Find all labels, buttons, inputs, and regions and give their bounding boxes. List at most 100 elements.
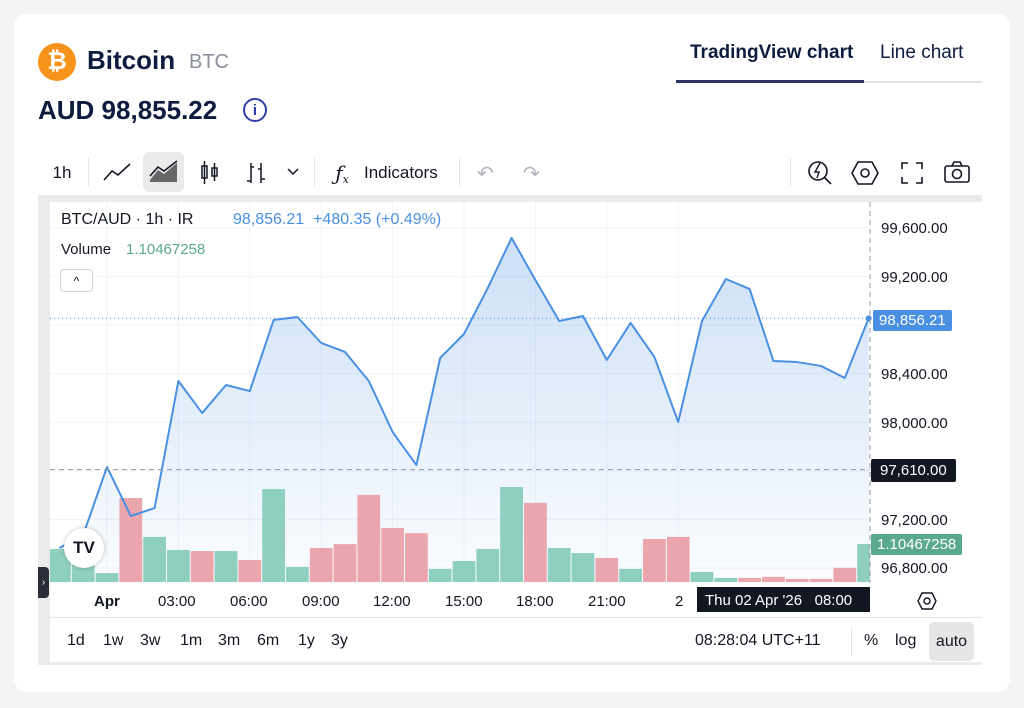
- range-3y[interactable]: 3y: [331, 632, 348, 649]
- volume-bar: [357, 494, 381, 582]
- undo-icon[interactable]: ↶: [477, 162, 494, 185]
- indicators-button[interactable]: Indicators: [364, 163, 438, 182]
- interval-button[interactable]: 1h: [52, 163, 72, 182]
- info-icon[interactable]: i: [243, 98, 267, 122]
- tradingview-logo-icon[interactable]: TV: [64, 528, 104, 568]
- legend-symbol: BTC/AUD · 1h · IR: [61, 211, 194, 228]
- coin-price: AUD 98,855.22: [38, 95, 218, 125]
- range-1d[interactable]: 1d: [67, 632, 85, 649]
- volume-bar: [119, 498, 143, 582]
- volume-bar: [833, 567, 857, 582]
- price-tick: 99,600.00: [881, 220, 948, 237]
- redo-icon[interactable]: ↷: [523, 162, 540, 185]
- volume-bar: [143, 536, 166, 582]
- range-1m[interactable]: 1m: [180, 632, 203, 649]
- volume-value-label: 1.10467258: [871, 534, 963, 555]
- clock: 08:28:04 UTC+11: [695, 632, 821, 649]
- bars-icon[interactable]: [244, 159, 268, 187]
- legend-change: +480.35 (+0.49%): [313, 211, 442, 228]
- time-tick: 21:00: [588, 593, 626, 610]
- volume-bar: [476, 548, 500, 582]
- legend-price: 98,856.21 +480.35 (+0.49%): [233, 211, 441, 229]
- toggle-sidebar-handle[interactable]: ›: [38, 567, 49, 598]
- volume-bar: [95, 573, 119, 582]
- toolbar-divider: [314, 158, 315, 186]
- quick-search-icon[interactable]: [806, 159, 834, 187]
- volume-bar: [167, 549, 190, 582]
- tab-tradingview-chart[interactable]: TradingView chart: [690, 42, 854, 63]
- range-1y[interactable]: 1y: [298, 632, 315, 649]
- legend-last-value: 98,856.21: [233, 211, 305, 228]
- volume-bar: [214, 551, 238, 582]
- toolbar-divider: [88, 158, 89, 186]
- crosshair-time-label: Thu 02 Apr '26 08:00: [697, 587, 870, 612]
- area-chart-icon[interactable]: [148, 160, 180, 184]
- volume-bar: [428, 568, 452, 582]
- volume-bar: [500, 487, 523, 582]
- volume-bar: [690, 572, 714, 582]
- time-tick: 2: [675, 593, 684, 610]
- percent-scale-toggle[interactable]: %: [864, 632, 879, 649]
- last-price-label: 98,856.21: [873, 310, 952, 331]
- volume-bar: [381, 527, 404, 582]
- range-1w[interactable]: 1w: [103, 632, 124, 649]
- price-area-fill: [50, 237, 870, 583]
- crosshair-price-label: 97,610.00: [871, 459, 956, 482]
- fullscreen-icon[interactable]: [900, 161, 924, 185]
- volume-bar: [309, 547, 333, 582]
- volume-bar: [524, 502, 547, 582]
- price-tick: 99,200.00: [881, 269, 948, 286]
- collapse-legend-button[interactable]: ^: [60, 269, 93, 292]
- time-tick: Apr: [94, 593, 120, 610]
- candles-icon[interactable]: [198, 159, 222, 187]
- auto-scale-toggle[interactable]: auto: [929, 622, 974, 661]
- time-tick: 03:00: [158, 593, 196, 610]
- volume-bar: [714, 577, 738, 582]
- active-tool-bg: [143, 152, 184, 192]
- bottom-bar-divider: [851, 628, 852, 656]
- coin-symbol: BTC: [189, 51, 229, 73]
- time-tick: 12:00: [373, 593, 411, 610]
- volume-bar: [738, 577, 761, 582]
- volume-bar: [809, 578, 833, 582]
- time-tick: 18:00: [516, 593, 554, 610]
- settings-icon[interactable]: [851, 160, 879, 186]
- volume-bar: [857, 543, 870, 582]
- volume-bar: [238, 559, 262, 582]
- legend-volume-label: Volume: [61, 241, 112, 258]
- tab-line-chart[interactable]: Line chart: [880, 42, 964, 63]
- axis-settings-icon[interactable]: [917, 591, 937, 611]
- volume-bar: [333, 544, 357, 582]
- log-scale-toggle[interactable]: log: [895, 632, 917, 649]
- bitcoin-logo-icon: ₿: [38, 43, 76, 81]
- volume-bar: [190, 551, 214, 582]
- range-3w[interactable]: 3w: [140, 632, 161, 649]
- range-6m[interactable]: 6m: [257, 632, 280, 649]
- time-tick: 09:00: [302, 593, 340, 610]
- volume-bar: [666, 536, 690, 582]
- price-tick: 96,800.00: [881, 560, 948, 577]
- volume-bar: [262, 489, 285, 582]
- time-tick: 06:00: [230, 593, 268, 610]
- toolbar-divider: [459, 158, 460, 186]
- volume-bar: [619, 568, 642, 582]
- volume-bar: [571, 553, 595, 582]
- camera-icon[interactable]: [943, 160, 971, 184]
- price-line: [58, 236, 870, 549]
- volume-bar: [643, 538, 666, 582]
- volume-bar: [762, 576, 785, 582]
- line-chart-icon[interactable]: [102, 160, 132, 184]
- price-tick: 98,000.00: [881, 415, 948, 432]
- toolbar-divider: [790, 158, 791, 186]
- range-3m[interactable]: 3m: [218, 632, 241, 649]
- active-tab-underline: [676, 80, 864, 83]
- coin-name: Bitcoin: [87, 45, 176, 75]
- volume-bar: [595, 557, 619, 582]
- volume-bar: [452, 561, 476, 582]
- bottom-divider: [50, 617, 982, 618]
- volume-bar: [785, 578, 809, 582]
- chevron-down-icon[interactable]: [286, 166, 300, 178]
- price-tick: 97,200.00: [881, 512, 948, 529]
